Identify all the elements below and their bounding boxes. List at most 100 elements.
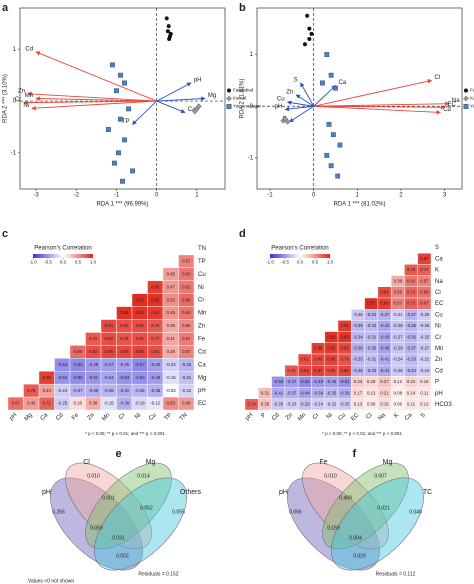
cell-value: -0.38 (150, 388, 160, 393)
point (302, 42, 307, 47)
cell-value: -0.39 (340, 390, 350, 395)
cell-value: -0.15 (104, 401, 114, 406)
arrow (313, 85, 337, 107)
cell-value: 0.57 (394, 301, 403, 306)
cell-value: -0.29 (393, 346, 403, 351)
cell-value: -0.54 (57, 362, 67, 367)
cell-value: -0.24 (419, 368, 429, 373)
cell-value: -0.25 (340, 402, 350, 407)
cell-value: -0.26 (419, 323, 429, 328)
cell-value: 0.45 (167, 271, 176, 276)
x-axis-label: RDA 1 *** (81.02%) (333, 202, 385, 208)
cell-value: 0.41 (167, 336, 176, 341)
column-label: Mg (24, 412, 34, 422)
cell-value: 0.53 (167, 401, 176, 406)
cell-value: -0.33 (353, 357, 363, 362)
panel-label: c (2, 228, 8, 240)
set-label: Mg (146, 459, 156, 466)
cell-value: 0.87 (420, 256, 429, 261)
cell-value: 0.47 (167, 284, 176, 289)
cell-value: -0.36 (104, 388, 114, 393)
arrow (23, 100, 157, 105)
arrow (313, 105, 446, 110)
colorbar-tick-label: 0.0 (60, 260, 67, 265)
x-tick-label: 0 (312, 193, 316, 199)
cell-value: 0.63 (182, 271, 191, 276)
row-label: pH (198, 388, 206, 394)
arrow (284, 105, 314, 112)
panel-label: d (239, 228, 246, 240)
column-label: Cl (365, 412, 373, 420)
y-tick-label: 0 (250, 104, 254, 110)
cell-value: 0.11 (420, 390, 429, 395)
venn-set (302, 462, 389, 550)
arrow (300, 82, 315, 107)
cell-value: 0.48 (182, 401, 191, 406)
row-label: P (435, 380, 439, 386)
cell-value: 0.62 (182, 284, 191, 289)
cell-value: 0.83 (314, 357, 323, 362)
point (307, 37, 312, 42)
row-label: HCO3 (435, 402, 452, 408)
venn-set (322, 462, 409, 550)
cell-value: -0.25 (419, 312, 429, 317)
cell-value: -0.15 (166, 375, 176, 380)
arrow-label: Cd (25, 47, 33, 53)
cell-value: 0.95 (151, 297, 160, 302)
cell-value: 0.83 (105, 336, 114, 341)
cell-value: 0.64 (182, 310, 191, 315)
arrow-label: Ni (23, 103, 29, 109)
arrow-label: TP (122, 119, 130, 125)
cell-value: -0.47 (287, 379, 297, 384)
cell-value: 0.81 (151, 349, 160, 354)
cell-value: 0.17 (354, 390, 363, 395)
set-label: Fe (319, 459, 327, 466)
point (112, 160, 117, 166)
cell-value: -0.21 (393, 312, 403, 317)
row-label: Ca (435, 256, 443, 262)
cell-value: -0.36 (181, 362, 191, 367)
cell-value: -0.41 (380, 368, 390, 373)
arrow (313, 101, 450, 107)
row-label: Fe (198, 337, 206, 343)
colorbar-tick-label: -0.5 (281, 260, 289, 265)
cell-value: 0.31 (261, 390, 270, 395)
point (165, 29, 170, 34)
cell-value: -0.25 (57, 401, 67, 406)
panel-label: b (239, 2, 246, 14)
set-label: TC (423, 489, 432, 496)
cell-value: -0.38 (119, 401, 129, 406)
row-label: K (435, 268, 439, 274)
legend-label: Yamunanagar (233, 104, 261, 109)
region-value: 0.469 (339, 495, 352, 501)
x-axis-label: RDA 1 *** (96.99%) (96, 202, 148, 208)
cell-value: 0.73 (407, 301, 416, 306)
cell-value: 0.91 (151, 310, 160, 315)
cell-value: -0.51 (88, 375, 98, 380)
residuals: Residuals = 0.152 (138, 571, 178, 577)
cell-value: -0.24 (313, 402, 323, 407)
cell-value: 0.84 (105, 323, 114, 328)
row-label: Cu (435, 312, 443, 318)
region-value: 0.031 (112, 535, 125, 541)
arrow-label: Mg (208, 93, 216, 99)
point (309, 31, 314, 36)
cell-value: 0.16 (380, 402, 389, 407)
row-label: Mn (435, 346, 443, 352)
colorbar-title: Pearson's Correlation (271, 246, 329, 252)
arrow (286, 100, 314, 107)
cell-value: -0.39 (88, 388, 98, 393)
cell-value: 0.24 (354, 379, 363, 384)
heat-cell (178, 396, 195, 411)
cell-value: -0.56 (73, 362, 83, 367)
cell-value: 0.57 (182, 259, 191, 264)
cell-value: 0.57 (420, 278, 429, 283)
cell-value: 0.09 (367, 402, 376, 407)
cell-value: 0.39 (394, 278, 403, 283)
cell-value: -0.34 (366, 312, 376, 317)
plot-frame (19, 7, 226, 190)
cell-value: 0.57 (182, 349, 191, 354)
cell-value: 0.46 (27, 401, 36, 406)
cell-value: -0.26 (273, 402, 283, 407)
row-label: Cr (435, 335, 441, 341)
